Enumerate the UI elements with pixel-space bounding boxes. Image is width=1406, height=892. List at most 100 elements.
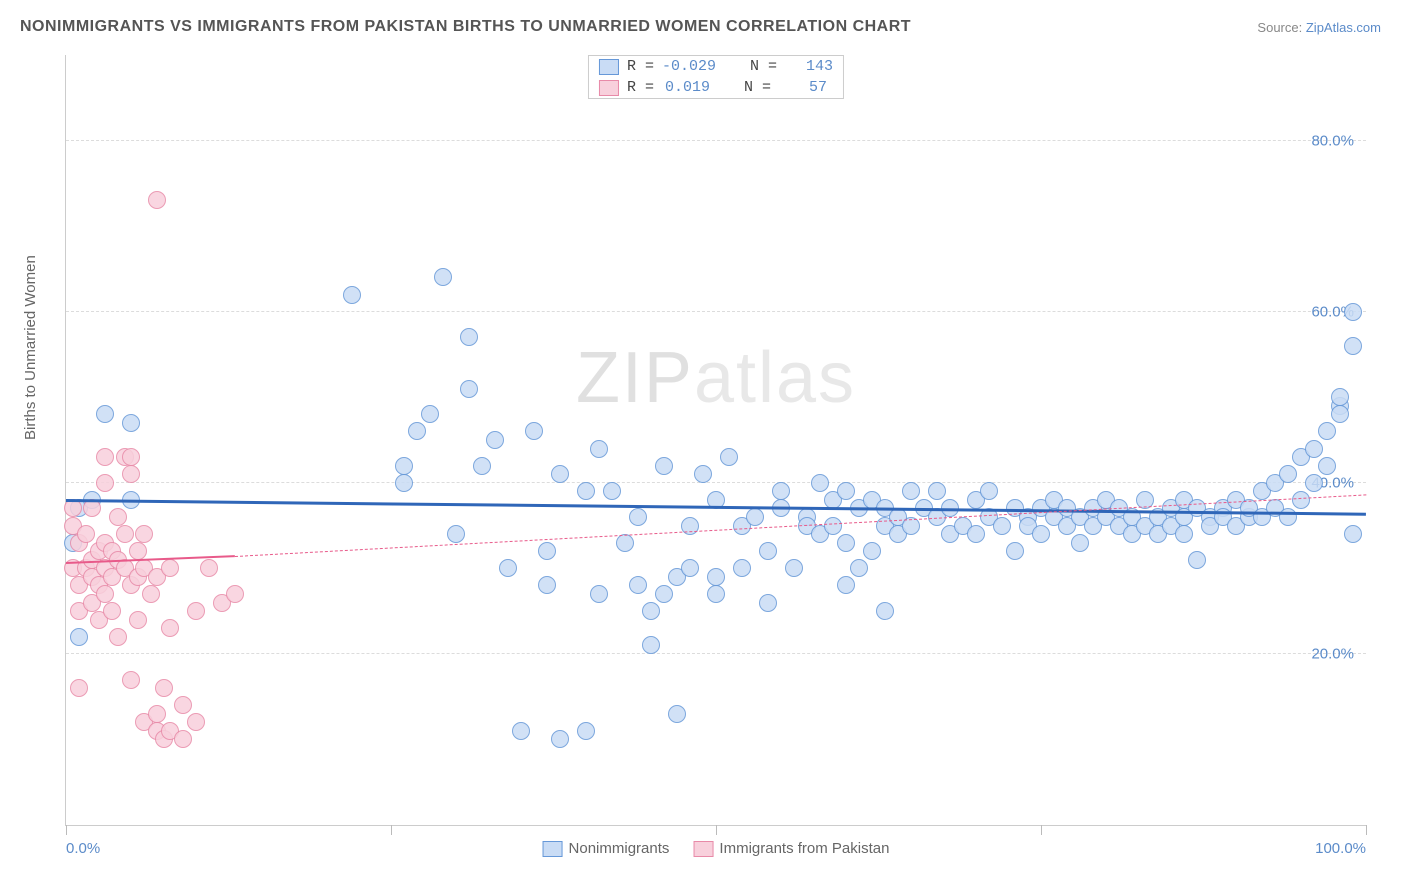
data-point (837, 482, 855, 500)
stats-row: R =0.019 N =57 (589, 77, 843, 98)
data-point (96, 474, 114, 492)
data-point (551, 465, 569, 483)
data-point (590, 585, 608, 603)
data-point (148, 705, 166, 723)
data-point (902, 482, 920, 500)
data-point (772, 482, 790, 500)
data-point (187, 602, 205, 620)
x-tick-label: 0.0% (66, 840, 100, 857)
data-point (590, 440, 608, 458)
gridline (66, 482, 1366, 483)
data-point (928, 482, 946, 500)
data-point (129, 611, 147, 629)
data-point (616, 534, 634, 552)
data-point (837, 576, 855, 594)
data-point (980, 482, 998, 500)
data-point (1006, 542, 1024, 560)
source-link[interactable]: ZipAtlas.com (1306, 20, 1381, 35)
legend-swatch (599, 80, 619, 96)
data-point (109, 628, 127, 646)
data-point (96, 448, 114, 466)
data-point (1344, 303, 1362, 321)
data-point (824, 517, 842, 535)
data-point (733, 559, 751, 577)
data-point (1318, 457, 1336, 475)
source-attribution: Source: ZipAtlas.com (1257, 20, 1381, 35)
data-point (707, 585, 725, 603)
data-point (1305, 440, 1323, 458)
data-point (122, 465, 140, 483)
data-point (1032, 525, 1050, 543)
data-point (707, 568, 725, 586)
x-tick (1041, 825, 1042, 835)
data-point (103, 602, 121, 620)
data-point (1292, 491, 1310, 509)
data-point (434, 268, 452, 286)
data-point (447, 525, 465, 543)
data-point (226, 585, 244, 603)
data-point (746, 508, 764, 526)
data-point (1071, 534, 1089, 552)
data-point (1175, 525, 1193, 543)
data-point (668, 705, 686, 723)
data-point (395, 474, 413, 492)
data-point (525, 422, 543, 440)
data-point (1344, 525, 1362, 543)
data-point (135, 525, 153, 543)
data-point (837, 534, 855, 552)
data-point (538, 542, 556, 560)
data-point (1305, 474, 1323, 492)
x-tick (716, 825, 717, 835)
y-axis-label: Births to Unmarried Women (22, 255, 39, 440)
data-point (642, 602, 660, 620)
plot-area: ZIPatlas R =-0.029 N =143R =0.019 N =57 … (65, 55, 1366, 826)
legend-swatch (543, 841, 563, 857)
data-point (395, 457, 413, 475)
data-point (421, 405, 439, 423)
data-point (759, 594, 777, 612)
data-point (408, 422, 426, 440)
legend-swatch (693, 841, 713, 857)
data-point (109, 508, 127, 526)
data-point (1279, 465, 1297, 483)
data-point (122, 448, 140, 466)
gridline (66, 140, 1366, 141)
data-point (603, 482, 621, 500)
data-point (1188, 551, 1206, 569)
data-point (70, 628, 88, 646)
data-point (122, 671, 140, 689)
data-point (486, 431, 504, 449)
legend-swatch (599, 59, 619, 75)
data-point (876, 602, 894, 620)
data-point (142, 585, 160, 603)
data-point (551, 730, 569, 748)
data-point (655, 457, 673, 475)
data-point (694, 465, 712, 483)
data-point (460, 380, 478, 398)
data-point (720, 448, 738, 466)
data-point (785, 559, 803, 577)
data-point (174, 730, 192, 748)
data-point (96, 405, 114, 423)
data-point (148, 191, 166, 209)
y-tick-label: 20.0% (1311, 645, 1354, 662)
data-point (473, 457, 491, 475)
data-point (77, 525, 95, 543)
data-point (161, 619, 179, 637)
data-point (70, 679, 88, 697)
data-point (1331, 405, 1349, 423)
data-point (629, 508, 647, 526)
data-point (850, 559, 868, 577)
data-point (116, 525, 134, 543)
data-point (967, 525, 985, 543)
gridline (66, 311, 1366, 312)
data-point (538, 576, 556, 594)
data-point (129, 542, 147, 560)
data-point (200, 559, 218, 577)
data-point (993, 517, 1011, 535)
data-point (1344, 337, 1362, 355)
data-point (512, 722, 530, 740)
data-point (629, 576, 647, 594)
data-point (1331, 388, 1349, 406)
data-point (161, 559, 179, 577)
